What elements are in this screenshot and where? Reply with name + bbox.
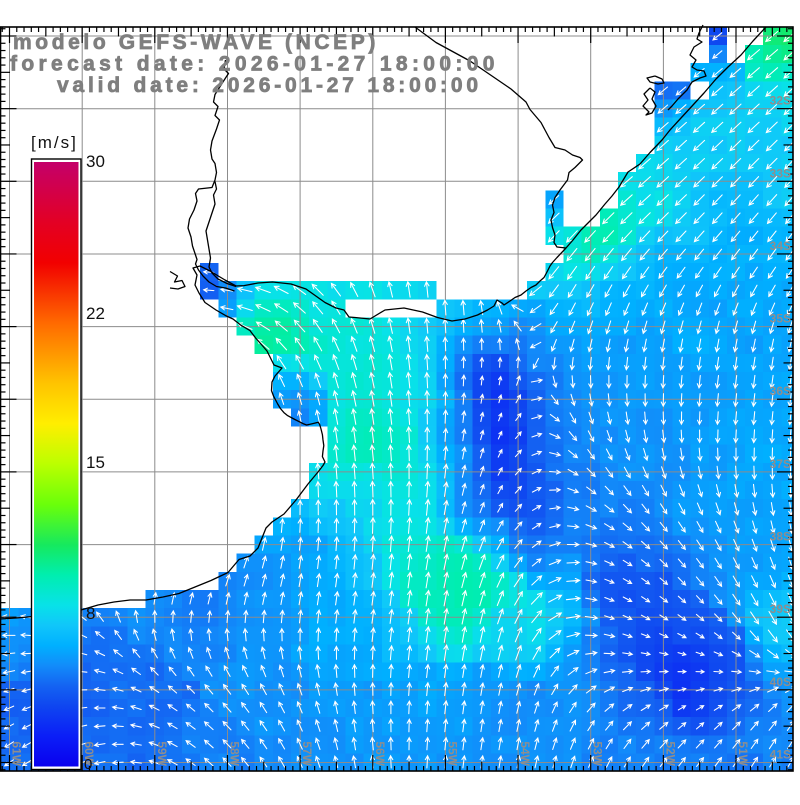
- svg-text:0: 0: [84, 756, 92, 773]
- svg-text:61W: 61W: [10, 741, 24, 766]
- svg-text:36S: 36S: [770, 384, 791, 398]
- svg-text:55W: 55W: [445, 741, 459, 766]
- svg-text:8: 8: [86, 604, 95, 623]
- svg-text:57W: 57W: [300, 741, 314, 766]
- svg-text:40S: 40S: [770, 675, 791, 689]
- svg-text:52W: 52W: [663, 741, 677, 766]
- svg-text:[m/s]: [m/s]: [31, 133, 78, 152]
- svg-text:32S: 32S: [770, 94, 791, 108]
- svg-text:15: 15: [86, 453, 105, 472]
- svg-text:39S: 39S: [770, 602, 791, 616]
- svg-text:33S: 33S: [770, 166, 791, 180]
- svg-text:22: 22: [86, 304, 105, 323]
- svg-text:forecast date: 2026-01-27 18:0: forecast date: 2026-01-27 18:00:00: [10, 53, 499, 76]
- svg-text:60W: 60W: [82, 741, 96, 766]
- svg-text:34S: 34S: [770, 239, 791, 253]
- svg-text:51W: 51W: [736, 741, 750, 766]
- svg-text:53W: 53W: [591, 741, 605, 766]
- svg-text:valid date: 2026-01-27 18:00:0: valid date: 2026-01-27 18:00:00: [57, 74, 482, 97]
- svg-text:37S: 37S: [770, 457, 791, 471]
- svg-text:56W: 56W: [373, 741, 387, 766]
- svg-text:59W: 59W: [155, 741, 169, 766]
- svg-text:30: 30: [86, 152, 105, 171]
- svg-text:54W: 54W: [518, 741, 532, 766]
- svg-text:38S: 38S: [770, 530, 791, 544]
- svg-text:58W: 58W: [228, 741, 242, 766]
- svg-text:35S: 35S: [770, 312, 791, 326]
- svg-text:modelo GEFS-WAVE (NCEP): modelo GEFS-WAVE (NCEP): [13, 31, 379, 54]
- svg-text:41S: 41S: [770, 748, 791, 762]
